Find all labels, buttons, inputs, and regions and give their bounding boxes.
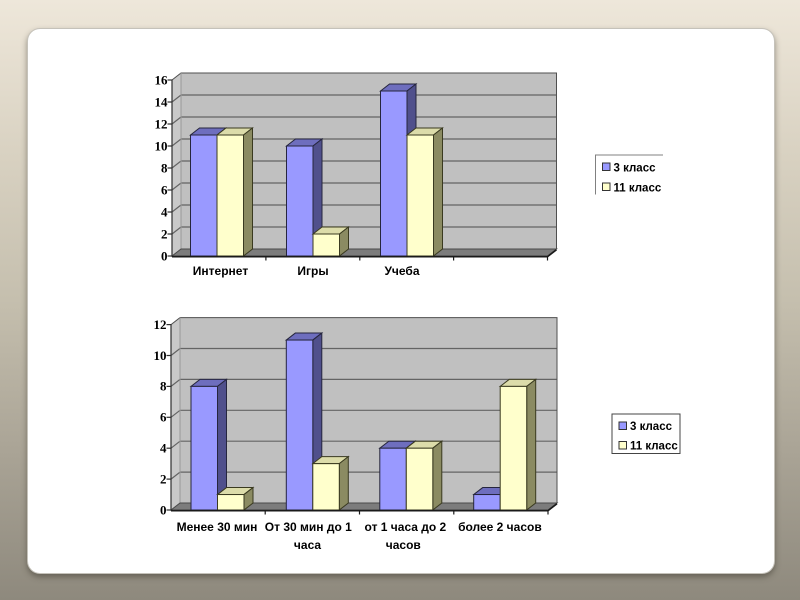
- svg-text:от 1 часа до 2: от 1 часа до 2: [365, 520, 447, 534]
- svg-text:часов: часов: [386, 538, 421, 552]
- svg-text:Менее 30 мин: Менее 30 мин: [177, 520, 258, 534]
- svg-text:4: 4: [160, 441, 167, 456]
- svg-text:8: 8: [161, 160, 168, 175]
- svg-text:10: 10: [155, 138, 168, 153]
- svg-text:11 класс: 11 класс: [614, 183, 662, 195]
- svg-text:2: 2: [160, 471, 167, 486]
- svg-text:От 30 мин до 1: От 30 мин до 1: [265, 520, 352, 534]
- svg-text:3 класс: 3 класс: [614, 163, 657, 175]
- svg-text:Игры: Игры: [297, 264, 328, 278]
- svg-text:0: 0: [161, 248, 168, 263]
- svg-text:2: 2: [161, 226, 168, 241]
- svg-text:3 класс: 3 класс: [630, 421, 673, 433]
- svg-text:8: 8: [160, 379, 167, 394]
- svg-text:более 2 часов: более 2 часов: [458, 520, 542, 534]
- svg-text:6: 6: [161, 182, 168, 197]
- svg-text:6: 6: [160, 410, 167, 425]
- svg-text:16: 16: [155, 72, 169, 87]
- svg-text:Интернет: Интернет: [193, 264, 249, 278]
- svg-text:10: 10: [154, 348, 167, 363]
- svg-text:часа: часа: [294, 538, 321, 552]
- svg-text:4: 4: [161, 204, 168, 219]
- svg-text:0: 0: [160, 502, 167, 517]
- svg-text:11 класс: 11 класс: [630, 441, 678, 453]
- svg-text:Учеба: Учеба: [384, 264, 419, 278]
- svg-text:12: 12: [155, 116, 168, 131]
- svg-text:12: 12: [154, 317, 167, 332]
- svg-text:14: 14: [155, 94, 169, 109]
